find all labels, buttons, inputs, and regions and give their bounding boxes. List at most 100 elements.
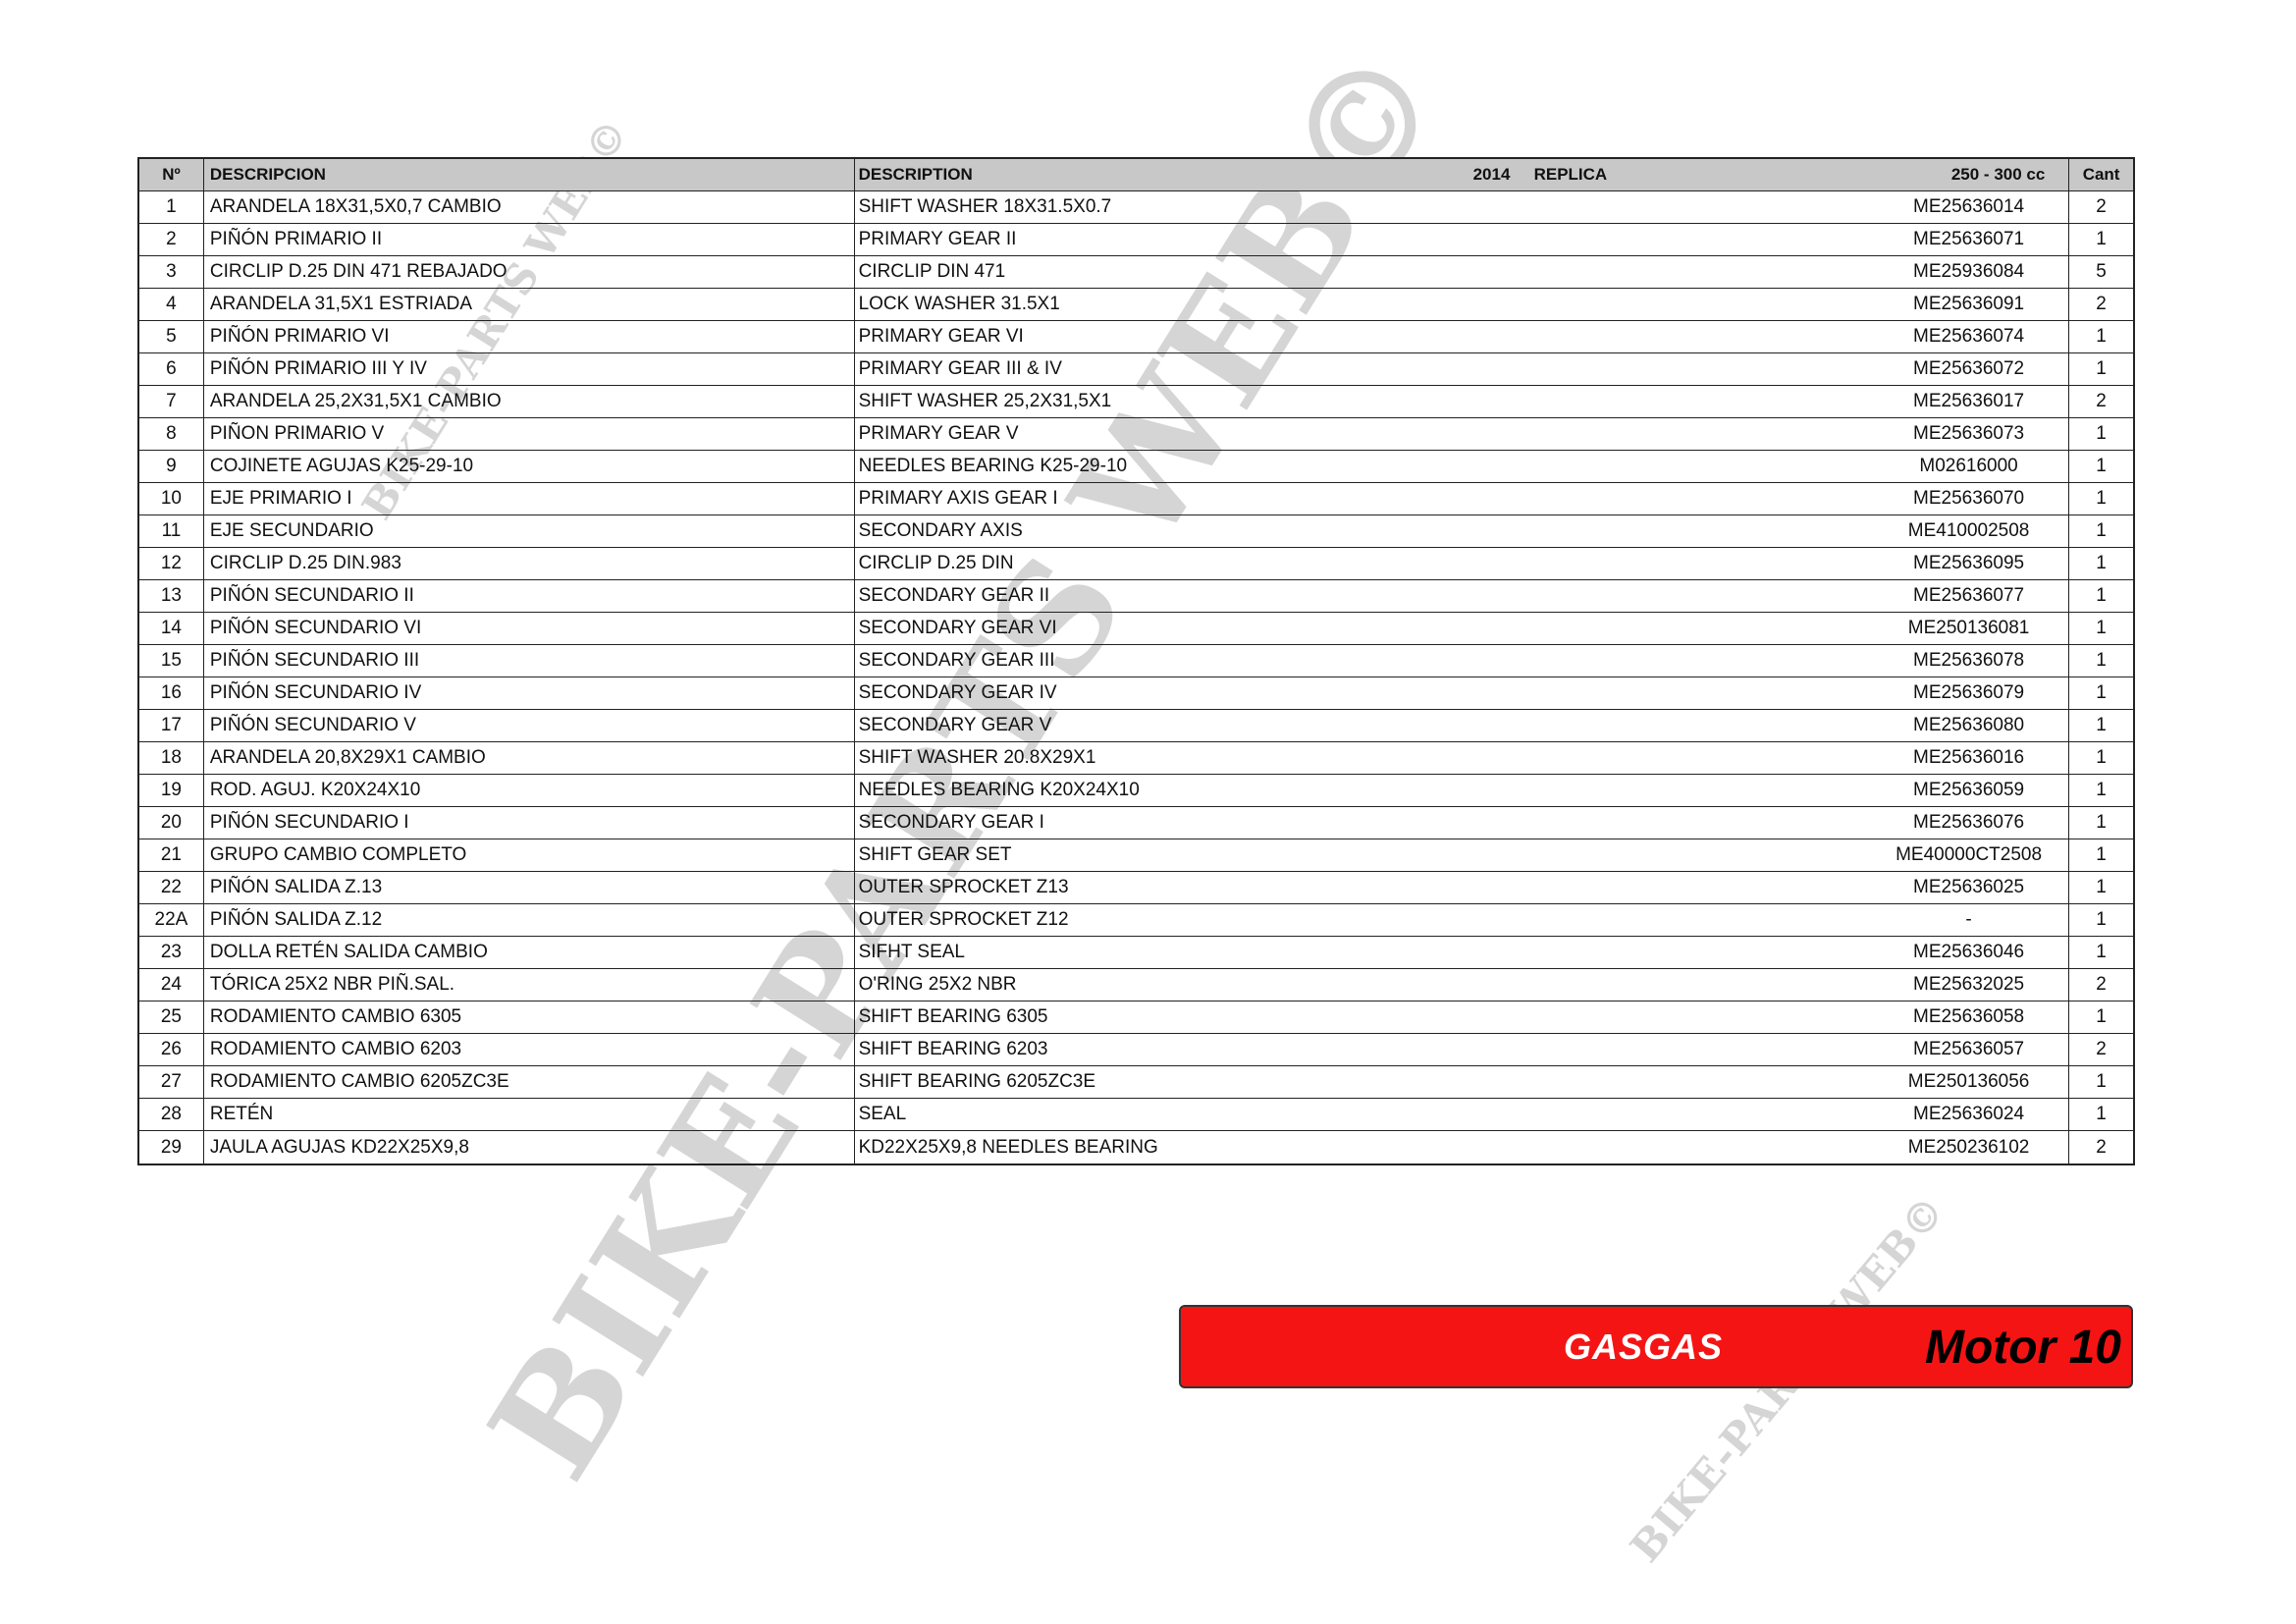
row-descripcion: TÓRICA 25X2 NBR PIÑ.SAL. <box>204 969 855 1001</box>
table-row: 3 CIRCLIP D.25 DIN 471 REBAJADO CIRCLIP … <box>139 256 2133 289</box>
row-description-text: SHIFT WASHER 25,2X31,5X1 <box>858 391 1112 411</box>
row-descripcion: PIÑÓN SECUNDARIO I <box>204 807 855 839</box>
header-cant: Cant <box>2082 165 2120 184</box>
row-description: O'RING 25X2 NBR ME25632025 <box>855 969 2070 1001</box>
row-part-number: ME25636058 <box>1913 1006 2025 1027</box>
row-no: 10 <box>139 483 204 514</box>
row-quantity: 1 <box>2096 229 2107 249</box>
row-description: NEEDLES BEARING K25-29-10 M02616000 <box>855 451 2070 482</box>
row-quantity: 1 <box>2096 618 2107 638</box>
row-part-number: ME25636014 <box>1913 196 2025 217</box>
row-part-number: ME250236102 <box>1907 1136 2030 1158</box>
header-description-label: DESCRIPTION <box>858 165 973 184</box>
row-quantity: 1 <box>2096 1104 2107 1124</box>
row-quantity: 1 <box>2096 682 2107 703</box>
row-descripcion: EJE SECUNDARIO <box>204 515 855 547</box>
row-quantity: 1 <box>2096 520 2107 541</box>
row-no: 4 <box>139 289 204 320</box>
row-description-text: CIRCLIP D.25 DIN <box>858 553 1014 573</box>
row-part-number: ME250136056 <box>1907 1071 2030 1092</box>
row-descripcion: DOLLA RETÉN SALIDA CAMBIO <box>204 937 855 968</box>
row-part-number: ME25636057 <box>1913 1039 2025 1059</box>
row-description: OUTER SPROCKET Z12 - <box>855 904 2070 936</box>
row-description-text: LOCK WASHER 31.5X1 <box>858 294 1060 314</box>
table-row: 29 JAULA AGUJAS KD22X25X9,8 KD22X25X9,8 … <box>139 1131 2133 1164</box>
row-no: 24 <box>139 969 204 1001</box>
table-row: 22A PIÑÓN SALIDA Z.12 OUTER SPROCKET Z12… <box>139 904 2133 937</box>
header-descripcion: DESCRIPCION <box>204 159 855 190</box>
row-description-text: SECONDARY GEAR VI <box>858 618 1057 638</box>
row-part-number: ME25636071 <box>1913 229 2025 249</box>
row-description: SEAL ME25636024 <box>855 1099 2070 1130</box>
row-descripcion: JAULA AGUJAS KD22X25X9,8 <box>204 1131 855 1164</box>
row-quantity: 1 <box>2096 585 2107 606</box>
row-description: SHIFT BEARING 6205ZC3E ME250136056 <box>855 1066 2070 1098</box>
row-description: SECONDARY GEAR IV ME25636079 <box>855 677 2070 709</box>
row-description: PRIMARY GEAR III & IV ME25636072 <box>855 353 2070 385</box>
row-descripcion: GRUPO CAMBIO COMPLETO <box>204 839 855 871</box>
row-description: PRIMARY GEAR V ME25636073 <box>855 418 2070 450</box>
row-part-number: ME25636025 <box>1913 877 2025 897</box>
row-part-number: M02616000 <box>1919 456 2018 476</box>
row-no: 26 <box>139 1034 204 1065</box>
row-quantity: 1 <box>2096 423 2107 444</box>
row-description-text: OUTER SPROCKET Z12 <box>858 909 1069 930</box>
row-description-text: PRIMARY GEAR II <box>858 229 1017 249</box>
row-no: 23 <box>139 937 204 968</box>
row-no: 20 <box>139 807 204 839</box>
row-description: SHIFT BEARING 6305 ME25636058 <box>855 1001 2070 1033</box>
table-row: 1 ARANDELA 18X31,5X0,7 CAMBIO SHIFT WASH… <box>139 191 2133 224</box>
table-row: 19 ROD. AGUJ. K20X24X10 NEEDLES BEARING … <box>139 775 2133 807</box>
row-quantity: 1 <box>2096 877 2107 897</box>
row-quantity: 5 <box>2096 261 2107 282</box>
table-row: 26 RODAMIENTO CAMBIO 6203 SHIFT BEARING … <box>139 1034 2133 1066</box>
table-row: 7 ARANDELA 25,2X31,5X1 CAMBIO SHIFT WASH… <box>139 386 2133 418</box>
row-part-number: ME25636070 <box>1913 488 2025 509</box>
row-quantity: 2 <box>2096 391 2107 411</box>
row-part-number: ME25636046 <box>1913 942 2025 962</box>
row-quantity: 1 <box>2096 1006 2107 1027</box>
row-no: 18 <box>139 742 204 774</box>
row-no: 12 <box>139 548 204 579</box>
row-quantity: 2 <box>2096 1136 2107 1158</box>
row-description-text: PRIMARY AXIS GEAR I <box>858 488 1058 509</box>
row-quantity: 2 <box>2096 1039 2107 1059</box>
row-part-number: ME40000CT2508 <box>1896 844 2043 865</box>
row-part-number: ME25936084 <box>1913 261 2025 282</box>
table-row: 6 PIÑÓN PRIMARIO III Y IV PRIMARY GEAR I… <box>139 353 2133 386</box>
row-no: 3 <box>139 256 204 288</box>
row-description-text: SEAL <box>858 1104 907 1124</box>
row-description: LOCK WASHER 31.5X1 ME25636091 <box>855 289 2070 320</box>
table-row: 4 ARANDELA 31,5X1 ESTRIADA LOCK WASHER 3… <box>139 289 2133 321</box>
row-description: NEEDLES BEARING K20X24X10 ME25636059 <box>855 775 2070 806</box>
table-row: 22 PIÑÓN SALIDA Z.13 OUTER SPROCKET Z13 M… <box>139 872 2133 904</box>
row-description-text: SHIFT WASHER 20.8X29X1 <box>858 747 1096 768</box>
row-description: SHIFT BEARING 6203 ME25636057 <box>855 1034 2070 1065</box>
table-header: Nº DESCRIPCION DESCRIPTION 2014 REPLICA … <box>139 159 2133 191</box>
row-no: 17 <box>139 710 204 741</box>
row-part-number: ME25636095 <box>1913 553 2025 573</box>
row-descripcion: CIRCLIP D.25 DIN 471 REBAJADO <box>204 256 855 288</box>
header-cc: 250 - 300 cc <box>1950 165 2046 184</box>
row-descripcion: ARANDELA 31,5X1 ESTRIADA <box>204 289 855 320</box>
row-quantity: 1 <box>2096 780 2107 800</box>
row-description: SIFHT SEAL ME25636046 <box>855 937 2070 968</box>
row-part-number: ME25636078 <box>1913 650 2025 671</box>
row-descripcion: CIRCLIP D.25 DIN.983 <box>204 548 855 579</box>
row-description: SECONDARY GEAR III ME25636078 <box>855 645 2070 677</box>
row-description-text: SHIFT BEARING 6205ZC3E <box>858 1071 1096 1092</box>
table-row: 2 PIÑÓN PRIMARIO II PRIMARY GEAR II ME256… <box>139 224 2133 256</box>
row-no: 11 <box>139 515 204 547</box>
row-description: SECONDARY GEAR VI ME250136081 <box>855 613 2070 644</box>
row-description: PRIMARY AXIS GEAR I ME25636070 <box>855 483 2070 514</box>
row-quantity: 1 <box>2096 650 2107 671</box>
row-quantity: 1 <box>2096 747 2107 768</box>
row-no: 27 <box>139 1066 204 1098</box>
row-part-number: ME25636080 <box>1913 715 2025 735</box>
row-quantity: 1 <box>2096 553 2107 573</box>
row-no: 14 <box>139 613 204 644</box>
row-part-number: ME25636059 <box>1913 780 2025 800</box>
row-part-number: ME250136081 <box>1907 618 2030 638</box>
row-no: 6 <box>139 353 204 385</box>
row-part-number: ME25636073 <box>1913 423 2025 444</box>
